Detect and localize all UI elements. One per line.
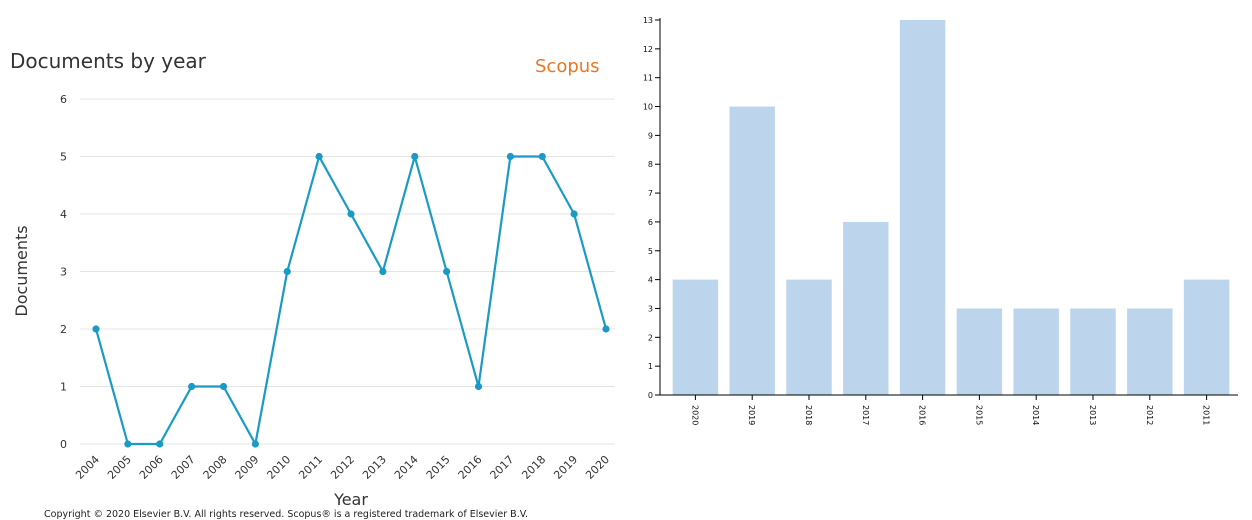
y-tick-label: 1 (648, 362, 653, 371)
x-tick-label: 2016 (456, 453, 485, 482)
data-point (156, 440, 164, 448)
line-chart-y-ticks: 0 1 2 3 4 5 6 (60, 93, 67, 451)
x-tick-label: 2013 (360, 453, 389, 482)
data-point (506, 152, 514, 161)
x-tick-label: 2017 (861, 405, 870, 425)
bar (899, 20, 946, 395)
bar (843, 221, 889, 395)
x-tick-label: 2011 (296, 453, 325, 482)
scopus-logo: Scopus (535, 56, 600, 77)
x-tick-label: 2015 (424, 453, 453, 482)
y-tick-label: 0 (648, 391, 653, 400)
y-tick-label: 5 (60, 151, 67, 164)
data-point (538, 152, 546, 161)
x-tick-label: 2019 (551, 453, 580, 482)
y-tick-label: 12 (643, 45, 653, 54)
y-tick-label: 0 (60, 438, 67, 451)
y-tick-label: 10 (643, 103, 653, 112)
data-point (251, 440, 259, 448)
data-point (92, 325, 100, 333)
x-tick-label: 2014 (1031, 405, 1040, 425)
bar-chart-x-ticks: 2020 2019 2018 2017 2016 2015 2014 2013 2012 2011 (690, 395, 1211, 425)
line-chart-gridlines (80, 98, 615, 445)
data-point (219, 382, 228, 391)
x-tick-label: 2019 (747, 405, 756, 425)
data-point (570, 210, 578, 218)
y-tick-label: 6 (60, 93, 67, 106)
data-point (474, 382, 483, 391)
y-tick-label: 5 (648, 247, 653, 256)
y-tick-label: 8 (648, 160, 653, 169)
data-point (347, 210, 355, 218)
y-tick-label: 2 (60, 323, 67, 336)
line-chart-x-axis-label: Year (333, 490, 368, 509)
y-tick-label: 4 (60, 208, 67, 221)
bar (1183, 279, 1230, 395)
x-tick-label: 2016 (918, 405, 927, 425)
line-chart-x-ticks: 2004 2005 2006 2007 2008 2009 2010 2011 2012 2013… (73, 453, 612, 482)
line-chart-y-axis-label: Documents (12, 225, 31, 316)
bar (672, 279, 719, 395)
bar (1013, 308, 1059, 395)
data-point (602, 325, 610, 333)
y-tick-label: 3 (648, 304, 653, 313)
x-tick-label: 2010 (264, 453, 293, 482)
y-tick-label: 4 (648, 276, 653, 285)
x-tick-label: 2005 (105, 453, 134, 482)
data-point (315, 152, 323, 161)
x-tick-label: 2012 (328, 453, 357, 482)
y-tick-label: 13 (643, 16, 653, 25)
x-tick-label: 2008 (201, 453, 230, 482)
x-tick-label: 2011 (1202, 405, 1211, 425)
x-tick-label: 2018 (804, 405, 813, 425)
x-tick-label: 2020 (583, 453, 612, 482)
y-tick-label: 7 (648, 189, 653, 198)
bar (1127, 308, 1173, 395)
line-chart-points (92, 152, 610, 448)
x-tick-label: 2017 (488, 453, 517, 482)
y-tick-label: 11 (643, 74, 653, 83)
y-tick-label: 2 (648, 333, 653, 342)
bar-chart-bars (672, 20, 1230, 396)
copyright-notice: Copyright © 2020 Elsevier B.V. All right… (44, 509, 528, 520)
x-tick-label: 2007 (169, 453, 198, 482)
y-tick-label: 1 (60, 381, 67, 394)
data-point (124, 440, 132, 448)
x-tick-label: 2018 (519, 453, 548, 482)
y-tick-label: 6 (648, 218, 653, 227)
x-tick-label: 2004 (73, 453, 102, 482)
data-point (188, 382, 196, 391)
bar (956, 308, 1003, 395)
bar (1070, 308, 1116, 395)
x-tick-label: 2012 (1145, 405, 1154, 425)
data-point (379, 267, 387, 276)
bar (786, 279, 832, 395)
bar-chart-axes (659, 18, 1238, 396)
x-tick-label: 2015 (974, 405, 983, 425)
x-tick-label: 2009 (233, 453, 262, 482)
data-point (411, 152, 419, 161)
bar (729, 106, 775, 396)
x-tick-label: 2013 (1088, 405, 1097, 425)
x-tick-label: 2006 (137, 453, 166, 482)
line-series (94, 155, 608, 446)
line-chart-title: Documents by year (10, 49, 207, 73)
y-tick-label: 9 (648, 131, 653, 140)
data-point (443, 267, 451, 276)
y-tick-label: 3 (60, 266, 67, 279)
data-point (283, 267, 291, 276)
x-tick-label: 2020 (690, 405, 699, 425)
x-tick-label: 2014 (392, 453, 421, 482)
